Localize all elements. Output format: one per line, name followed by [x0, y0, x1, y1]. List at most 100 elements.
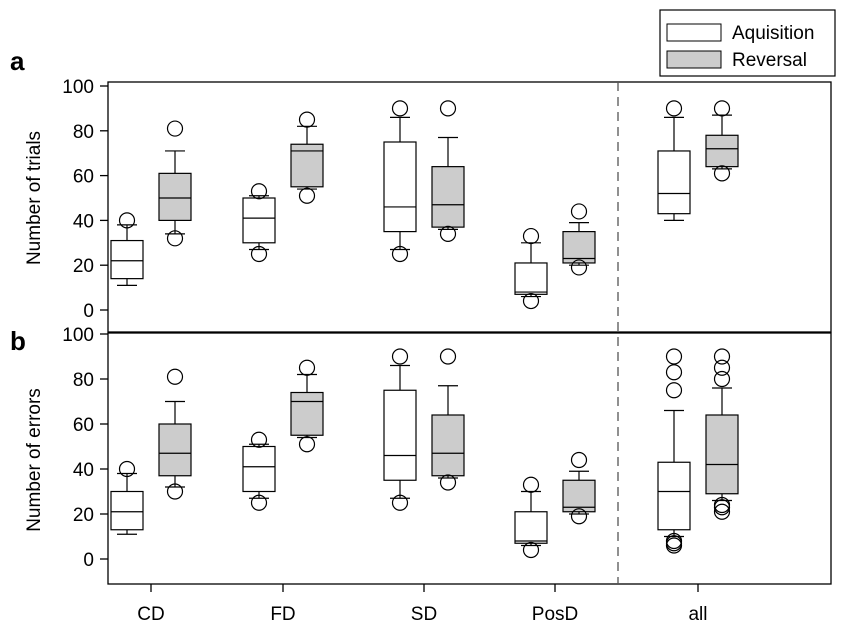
panel-b-plot: 0 20 40 60 80 100 [62, 325, 739, 571]
legend: Aquisition Reversal [659, 9, 836, 77]
box-iqr [431, 414, 465, 477]
box-reversal-posd [562, 203, 596, 276]
box-iqr [562, 231, 596, 264]
box-iqr [705, 414, 739, 495]
legend-label-aquisition: Aquisition [732, 23, 814, 44]
outlier-point [298, 111, 316, 128]
outlier-point [713, 165, 731, 182]
outlier-point [439, 225, 457, 242]
y-tick-label: 80 [73, 122, 94, 143]
y-tick-label: 100 [62, 325, 94, 346]
outlier-point [439, 348, 457, 365]
box-aquisition-cd [110, 460, 144, 535]
y-tick-label: 20 [73, 505, 94, 526]
box-iqr [514, 262, 548, 295]
outlier-point [298, 187, 316, 204]
outlier-point [713, 370, 731, 388]
box-iqr [431, 166, 465, 228]
legend-label-reversal: Reversal [732, 50, 807, 71]
box-aquisition-cd [110, 212, 144, 286]
y-tick-label: 40 [73, 460, 94, 481]
outlier-point [391, 100, 409, 117]
box-aquisition-fd [242, 431, 276, 511]
outlier-point [713, 359, 731, 376]
outlier-point [250, 183, 268, 200]
y-tick-label: 40 [73, 211, 94, 232]
box-reversal-cd [158, 368, 192, 500]
outlier-point [439, 474, 457, 491]
x-tick-label-cd: CD [137, 604, 164, 625]
x-tick-label-sd: SD [411, 604, 437, 625]
outlier-point [166, 483, 184, 500]
outlier-point [439, 100, 457, 117]
panel-letter-a: a [10, 46, 25, 76]
box-reversal-sd [431, 348, 465, 491]
box-iqr [158, 423, 192, 477]
legend-swatch-reversal [666, 50, 722, 69]
y-tick-label: 0 [83, 550, 94, 571]
box-iqr [657, 150, 691, 215]
box-aquisition-sd [383, 100, 417, 263]
outlier-point [665, 532, 683, 550]
outlier-point [570, 203, 588, 220]
x-axis-categories: CD FD SD PosD all [137, 584, 708, 625]
legend-swatch-aquisition [666, 23, 722, 42]
outlier-point [250, 494, 268, 511]
outlier-point [713, 496, 731, 514]
outlier-point [166, 368, 184, 385]
box-iqr [242, 197, 276, 244]
y-tick-label: 100 [62, 77, 94, 98]
outlier-point [298, 436, 316, 453]
box-iqr [705, 134, 739, 168]
box-reversal-fd [290, 359, 324, 453]
y-axis-label-trials: Number of trials [24, 131, 45, 265]
x-tick-label-fd: FD [270, 604, 295, 625]
outlier-point [250, 431, 268, 448]
outlier-point [391, 348, 409, 365]
x-tick-label-all: all [688, 604, 707, 625]
box-aquisition-posd [514, 227, 548, 310]
outlier-point [391, 245, 409, 263]
outlier-point [570, 259, 588, 276]
outlier-point [713, 348, 731, 365]
y-axis-label-errors: Number of errors [24, 388, 45, 532]
outlier-point [166, 120, 184, 137]
box-iqr [158, 172, 192, 222]
box-aquisition-sd [383, 348, 417, 511]
box-iqr [110, 239, 144, 280]
box-aquisition-posd [514, 476, 548, 559]
box-iqr [657, 461, 691, 531]
box-reversal-cd [158, 120, 192, 247]
outlier-point [522, 541, 540, 559]
box-iqr [562, 479, 596, 513]
box-reversal-all [705, 348, 739, 520]
box-iqr [290, 391, 324, 436]
panel-a-plot: 0 20 40 60 80 100 [62, 77, 739, 322]
outlier-point [522, 476, 540, 493]
outlier-point [570, 508, 588, 525]
outlier-point [665, 348, 683, 365]
outlier-point [391, 494, 409, 511]
box-iqr [383, 141, 417, 233]
box-aquisition-fd [242, 183, 276, 263]
outlier-point [250, 245, 268, 263]
box-iqr [110, 490, 144, 531]
box-reversal-posd [562, 451, 596, 525]
outlier-point [665, 100, 683, 117]
outlier-point [298, 359, 316, 376]
y-tick-label: 0 [83, 301, 94, 322]
plot-frame-b [107, 332, 832, 585]
plot-frame-a [107, 81, 832, 333]
outlier-point [713, 503, 731, 520]
box-iqr [383, 389, 417, 481]
outlier-point [522, 292, 540, 310]
y-tick-label: 60 [73, 167, 94, 188]
outlier-point [713, 100, 731, 117]
outlier-point [166, 230, 184, 247]
outlier-point [665, 364, 683, 381]
outlier-point [665, 382, 683, 399]
box-reversal-fd [290, 111, 324, 204]
y-tick-label: 20 [73, 256, 94, 277]
outlier-point [570, 451, 588, 469]
